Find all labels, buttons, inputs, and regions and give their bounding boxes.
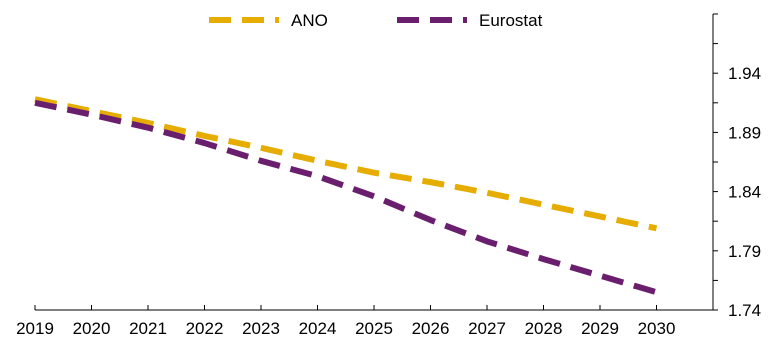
data-point [543, 204, 544, 205]
legend-item-eurostat: Eurostat [397, 11, 543, 30]
data-point [204, 135, 205, 136]
x-tick-label: 2028 [525, 319, 563, 338]
series-layer [34, 96, 658, 296]
x-tick-label: 2023 [242, 319, 280, 338]
legend-label: ANO [291, 11, 328, 30]
data-point [543, 258, 544, 259]
data-point [317, 176, 318, 177]
data-point [91, 114, 92, 115]
data-point [147, 127, 148, 128]
y-tick-label: 1.74 [728, 301, 761, 320]
y-axis-labels: 1.94 1.89 1.84 1.79 1.74 [728, 64, 761, 320]
data-point [656, 292, 657, 293]
axes [34, 13, 718, 311]
data-point [260, 160, 261, 161]
x-tick-label: 2027 [468, 319, 506, 338]
series-line-eurostat [34, 99, 658, 296]
x-axis-labels: 2019 2020 2021 2022 2023 2024 2025 2026 2027 2028… [16, 319, 675, 338]
data-point [147, 122, 148, 123]
x-tick-label: 2025 [355, 319, 393, 338]
x-tick-label: 2021 [129, 319, 167, 338]
legend-item-ano: ANO [209, 11, 328, 30]
y-tick-label: 1.94 [728, 64, 761, 83]
data-point [34, 99, 35, 100]
data-point [599, 275, 600, 276]
data-point [91, 110, 92, 111]
x-tick-label: 2026 [412, 319, 450, 338]
x-tick-label: 2029 [581, 319, 619, 338]
data-point [430, 182, 431, 183]
x-tick-label: 2030 [638, 319, 676, 338]
data-point [373, 196, 374, 197]
y-tick-label: 1.89 [728, 123, 761, 142]
legend-label: Eurostat [479, 11, 543, 30]
series-line-ano [34, 96, 658, 232]
x-tick-label: 2024 [299, 319, 337, 338]
data-point [486, 241, 487, 242]
data-point [34, 102, 35, 103]
x-tick-label: 2020 [73, 319, 111, 338]
x-tick-label: 2022 [186, 319, 224, 338]
data-point [599, 216, 600, 217]
data-point [373, 172, 374, 173]
data-point [486, 192, 487, 193]
data-point [317, 160, 318, 161]
data-point [260, 147, 261, 148]
y-tick-label: 1.84 [728, 183, 761, 202]
y-tick-label: 1.79 [728, 242, 761, 261]
data-point [430, 219, 431, 220]
data-point [656, 228, 657, 229]
data-point [204, 142, 205, 143]
x-tick-label: 2019 [16, 319, 54, 338]
legend: ANO Eurostat [209, 11, 543, 30]
